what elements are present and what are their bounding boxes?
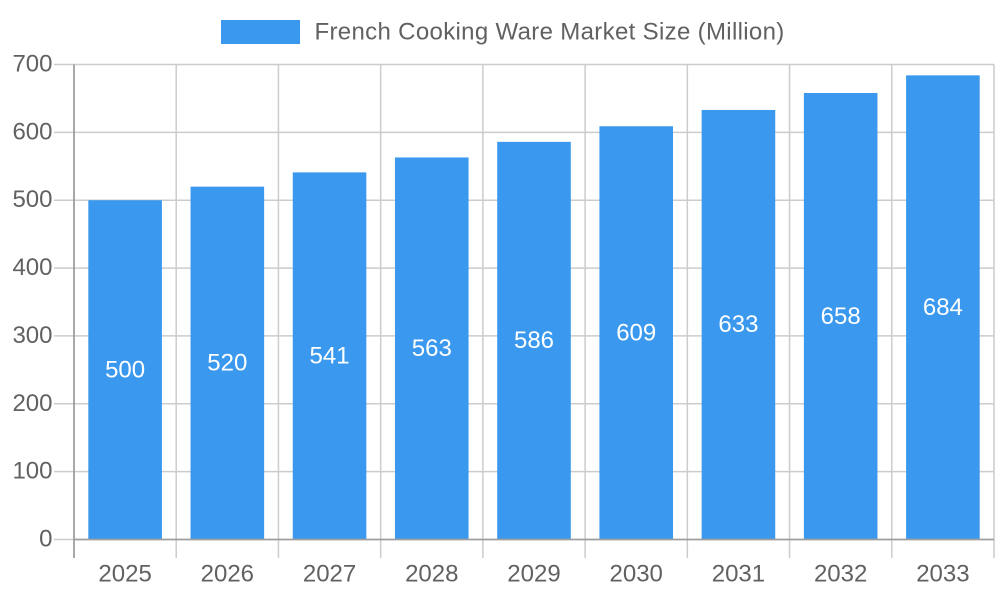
svg-text:2027: 2027	[303, 561, 356, 588]
svg-text:563: 563	[412, 335, 452, 362]
svg-text:500: 500	[12, 186, 52, 213]
svg-text:609: 609	[616, 319, 656, 346]
svg-text:500: 500	[105, 356, 145, 383]
svg-text:520: 520	[207, 350, 247, 377]
svg-text:French Cooking Ware Market Siz: French Cooking Ware Market Size (Million…	[315, 19, 785, 46]
svg-text:2033: 2033	[916, 561, 969, 588]
svg-text:2031: 2031	[712, 561, 765, 588]
svg-text:2026: 2026	[201, 561, 254, 588]
svg-text:586: 586	[514, 327, 554, 354]
svg-text:2029: 2029	[507, 561, 560, 588]
svg-text:0: 0	[39, 526, 52, 553]
svg-text:300: 300	[12, 322, 52, 349]
svg-text:633: 633	[718, 311, 758, 338]
svg-text:541: 541	[310, 342, 350, 369]
svg-text:400: 400	[12, 254, 52, 281]
svg-text:2025: 2025	[98, 561, 151, 588]
svg-text:700: 700	[12, 51, 52, 78]
svg-text:684: 684	[923, 294, 963, 321]
svg-text:2030: 2030	[610, 561, 663, 588]
svg-text:658: 658	[821, 303, 861, 330]
svg-text:200: 200	[12, 390, 52, 417]
svg-text:600: 600	[12, 118, 52, 145]
svg-text:2032: 2032	[814, 561, 867, 588]
svg-text:100: 100	[12, 458, 52, 485]
svg-text:2028: 2028	[405, 561, 458, 588]
